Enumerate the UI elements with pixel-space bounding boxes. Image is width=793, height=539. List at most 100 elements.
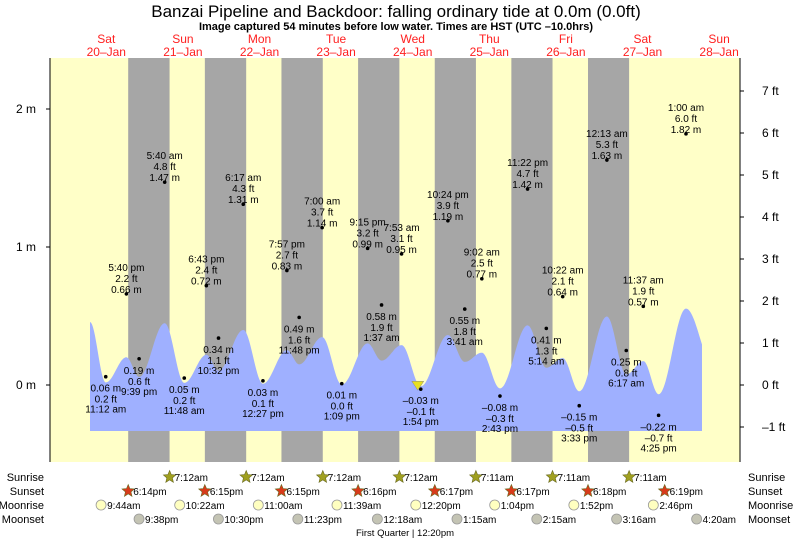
sunset-star-icon [581,483,595,497]
tide-label-time: 11:22 pm [507,158,548,169]
chart-subtitle: Image captured 54 minutes before low wat… [199,21,593,33]
tide-label-ft: 1.9 ft [632,286,654,297]
tide-point [285,268,289,273]
right-tick-label: 0 ft [762,378,779,392]
tide-label-m: 0.55 m [449,316,480,327]
tide-label-m: 1.63 m [592,151,623,162]
tide-label-ft: 4.8 ft [154,162,176,173]
moonset-moon-icon [213,513,224,525]
tide-extreme-high: 9:02 am2.5 ft0.77 m [464,248,500,281]
day-label-date: 21–Jan [163,45,202,59]
tide-label-time: 6:17 am [608,379,644,390]
moonrise-time: 10:22am [186,501,225,512]
tide-label-time: 9:15 pm [350,217,386,228]
tide-label-m: 0.49 m [284,324,315,335]
tide-extreme-high: 7:53 am3.1 ft0.95 m [383,223,419,256]
sunrise-star-icon [162,469,177,483]
tide-label-m: 0.64 m [547,288,578,299]
tide-point [641,304,646,309]
tide-label-m: –0.03 m [403,396,439,407]
tide-label-m: –0.22 m [641,422,677,433]
chart-title: Banzai Pipeline and Backdoor: falling or… [151,2,641,21]
left-tick-label: 1 m [16,240,36,254]
sunset-time: 6:16pm [363,487,396,498]
day-label-date: 26–Jan [546,45,585,59]
sunrise-time: 7:12am [404,473,437,484]
tide-extreme-low: 0.19 m0.6 ft9:39 pm [121,356,157,398]
tide-label-m: 0.57 m [628,297,659,308]
tide-point [544,326,549,331]
tide-label-ft: 1.3 ft [535,346,557,357]
moonset-moon-icon [531,513,543,525]
moonrise-time: 2:46pm [659,501,692,512]
tide-label-m: 1.47 m [149,173,180,184]
tide-label-time: 9:02 am [464,248,500,259]
day-label-dow: Thu [479,32,500,46]
tide-extreme-high: 5:40 pm2.2 ft0.66 m [108,263,144,296]
sunset-star-icon [197,483,212,497]
tide-point [204,283,209,288]
moonrise-moon-icon [410,499,422,511]
tide-extreme-low: –0.15 m–0.5 ft3:33 pm [561,403,597,445]
tide-label-ft: 0.2 ft [173,396,195,407]
tide-point [137,356,141,361]
tide-point [124,292,129,296]
tide-label-ft: 2.1 ft [552,277,574,288]
tide-label-time: 5:14 am [528,356,564,367]
tide-label-m: –0.15 m [561,413,597,424]
sunset-time: 6:15pm [210,487,243,498]
tide-label-time: 7:57 pm [269,239,305,250]
right-tick-label: 2 ft [762,294,779,308]
tide-label-ft: 0.2 ft [95,395,117,406]
moonrise-time: 1:52pm [580,501,613,512]
sunset-time: 6:18pm [593,487,626,498]
sunrise-star-icon [545,469,560,483]
moonrise-moon-icon [174,499,186,511]
tide-label-time: 5:40 pm [108,263,144,274]
sunrise-time: 7:12am [328,473,361,484]
tide-extreme-low: 0.01 m0.0 ft1:09 pm [324,381,360,423]
tide-point [182,376,187,380]
sunset-star-icon [504,483,519,497]
sunset-row-label-right: Sunset [748,486,782,498]
sunrise-star-icon [392,469,407,483]
tide-label-m: 0.99 m [352,239,383,250]
tide-label-time: 7:53 am [383,223,419,234]
moonset-moon-icon [133,513,145,525]
tide-label-ft: 1.9 ft [370,323,392,334]
tide-extreme-high: 7:57 pm2.7 ft0.83 m [269,239,305,272]
sunset-star-icon [121,483,136,497]
tide-label-time: 11:48 am [164,406,205,417]
tide-label-m: –0.08 m [482,403,518,414]
moonrise-time: 9:44am [107,501,140,512]
tide-point [577,403,582,408]
tide-extreme-high: 11:22 pm4.7 ft1.42 m [507,158,548,191]
moonrise-row-label: Moonrise [0,500,44,512]
moonrise-time: 12:20pm [422,501,461,512]
tide-point [241,202,246,207]
tide-label-time: 6:17 am [225,173,261,184]
tide-point [525,187,530,191]
moonset-row-label: Moonset [2,514,44,526]
tide-point [297,315,301,320]
tide-point [462,307,467,311]
right-tick-label: 7 ft [762,84,779,98]
day-label-dow: Sat [633,32,652,46]
tide-label-ft: 0.0 ft [331,402,353,413]
sunset-star-icon [657,483,672,497]
day-label-date: 22–Jan [240,45,279,59]
tide-label-ft: 2.2 ft [115,274,137,285]
day-label-date: 27–Jan [623,45,662,59]
tide-label-m: 0.03 m [248,388,279,399]
tide-point [379,303,384,307]
tide-label-m: 0.83 m [272,261,303,272]
tide-label-time: 3:33 pm [561,434,597,445]
tide-label-time: 10:32 pm [198,366,240,377]
tide-label-m: 0.72 m [191,277,222,288]
tide-label-m: 1.42 m [512,180,543,191]
tide-label-time: 1:37 am [363,333,399,344]
sunrise-row-label-right: Sunrise [748,472,785,484]
tide-label-m: 0.01 m [326,391,357,402]
